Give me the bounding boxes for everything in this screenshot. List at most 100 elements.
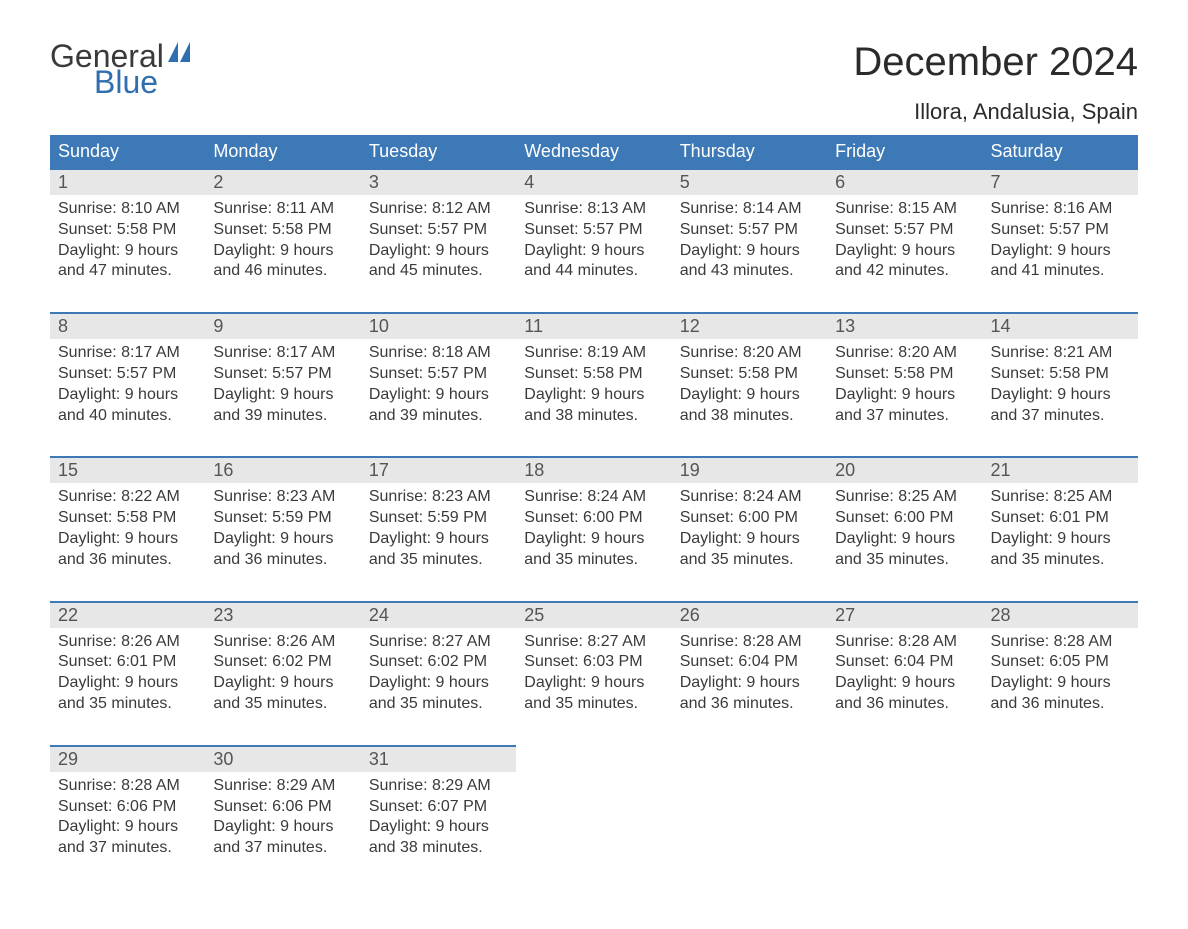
day-number: 13 (827, 314, 982, 339)
day-details: Sunrise: 8:23 AMSunset: 5:59 PMDaylight:… (213, 487, 352, 570)
day-cell: 5 Sunrise: 8:14 AMSunset: 5:57 PMDaylight… (672, 169, 827, 313)
day-details: Sunrise: 8:14 AMSunset: 5:57 PMDaylight:… (680, 199, 819, 282)
week-row: 15Sunrise: 8:22 AMSunset: 5:58 PMDayligh… (50, 457, 1138, 601)
day-number: 8 (50, 314, 205, 339)
day-cell: 15Sunrise: 8:22 AMSunset: 5:58 PMDayligh… (50, 457, 205, 601)
header: General Blue December 2024 Illora, Andal… (50, 40, 1138, 125)
empty-cell (983, 746, 1138, 889)
day-cell: 31Sunrise: 8:29 AMSunset: 6:07 PMDayligh… (361, 746, 516, 889)
day-cell: 1 Sunrise: 8:10 AMSunset: 5:58 PMDaylight… (50, 169, 205, 313)
day-cell: 24Sunrise: 8:27 AMSunset: 6:02 PMDayligh… (361, 602, 516, 746)
empty-cell (827, 746, 982, 889)
day-number: 27 (827, 603, 982, 628)
day-cell: 8 Sunrise: 8:17 AMSunset: 5:57 PMDaylight… (50, 313, 205, 457)
page-title: December 2024 (853, 40, 1138, 85)
day-cell: 29 Sunrise: 8:28 AMSunset: 6:06 PMDayligh… (50, 746, 205, 889)
day-details: Sunrise: 8:28 AMSunset: 6:05 PMDaylight:… (991, 632, 1130, 715)
day-cell: 19 Sunrise: 8:24 AMSunset: 6:00 PMDayligh… (672, 457, 827, 601)
day-number: 12 (672, 314, 827, 339)
day-details: Sunrise: 8:24 AMSunset: 6:00 PMDaylight:… (524, 487, 663, 570)
day-cell: 30Sunrise: 8:29 AMSunset: 6:06 PMDayligh… (205, 746, 360, 889)
day-number: 2 (205, 170, 360, 195)
day-number: 18 (516, 458, 671, 483)
day-cell: 22Sunrise: 8:26 AMSunset: 6:01 PMDayligh… (50, 602, 205, 746)
day-header-row: SundayMondayTuesdayWednesdayThursdayFrid… (50, 135, 1138, 169)
day-number: 16 (205, 458, 360, 483)
day-details: Sunrise: 8:28 AMSunset: 6:04 PMDaylight:… (835, 632, 974, 715)
day-details: Sunrise: 8:19 AMSunset: 5:58 PMDaylight:… (524, 343, 663, 426)
day-cell: 7 Sunrise: 8:16 AMSunset: 5:57 PMDaylight… (983, 169, 1138, 313)
day-number: 5 (672, 170, 827, 195)
week-row: 8 Sunrise: 8:17 AMSunset: 5:57 PMDaylight… (50, 313, 1138, 457)
day-details: Sunrise: 8:27 AMSunset: 6:02 PMDaylight:… (369, 632, 508, 715)
day-details: Sunrise: 8:17 AMSunset: 5:57 PMDaylight:… (58, 343, 197, 426)
day-header: Saturday (983, 135, 1138, 169)
day-number: 26 (672, 603, 827, 628)
day-number: 11 (516, 314, 671, 339)
day-number: 7 (983, 170, 1138, 195)
day-number: 1 (50, 170, 205, 195)
day-number: 25 (516, 603, 671, 628)
day-details: Sunrise: 8:23 AMSunset: 5:59 PMDaylight:… (369, 487, 508, 570)
day-details: Sunrise: 8:29 AMSunset: 6:07 PMDaylight:… (369, 776, 508, 859)
empty-cell (672, 746, 827, 889)
day-cell: 23 Sunrise: 8:26 AMSunset: 6:02 PMDayligh… (205, 602, 360, 746)
day-number: 17 (361, 458, 516, 483)
day-header: Thursday (672, 135, 827, 169)
day-cell: 27 Sunrise: 8:28 AMSunset: 6:04 PMDayligh… (827, 602, 982, 746)
title-block: December 2024 Illora, Andalusia, Spain (853, 40, 1138, 125)
day-cell: 17 Sunrise: 8:23 AMSunset: 5:59 PMDayligh… (361, 457, 516, 601)
day-number: 23 (205, 603, 360, 628)
day-cell: 16 Sunrise: 8:23 AMSunset: 5:59 PMDayligh… (205, 457, 360, 601)
day-number: 29 (50, 747, 205, 772)
day-details: Sunrise: 8:22 AMSunset: 5:58 PMDaylight:… (58, 487, 197, 570)
day-header: Friday (827, 135, 982, 169)
day-cell: 18 Sunrise: 8:24 AMSunset: 6:00 PMDayligh… (516, 457, 671, 601)
location-text: Illora, Andalusia, Spain (853, 99, 1138, 125)
day-cell: 9 Sunrise: 8:17 AMSunset: 5:57 PMDaylight… (205, 313, 360, 457)
day-details: Sunrise: 8:21 AMSunset: 5:58 PMDaylight:… (991, 343, 1130, 426)
logo: General Blue (50, 40, 198, 98)
day-details: Sunrise: 8:28 AMSunset: 6:04 PMDaylight:… (680, 632, 819, 715)
week-row: 22Sunrise: 8:26 AMSunset: 6:01 PMDayligh… (50, 602, 1138, 746)
day-header: Monday (205, 135, 360, 169)
day-cell: 2Sunrise: 8:11 AMSunset: 5:58 PMDaylight… (205, 169, 360, 313)
day-header: Tuesday (361, 135, 516, 169)
day-number: 6 (827, 170, 982, 195)
day-cell: 13Sunrise: 8:20 AMSunset: 5:58 PMDayligh… (827, 313, 982, 457)
day-details: Sunrise: 8:15 AMSunset: 5:57 PMDaylight:… (835, 199, 974, 282)
day-cell: 3 Sunrise: 8:12 AMSunset: 5:57 PMDaylight… (361, 169, 516, 313)
day-number: 19 (672, 458, 827, 483)
empty-cell (516, 746, 671, 889)
day-header: Wednesday (516, 135, 671, 169)
day-number: 21 (983, 458, 1138, 483)
day-cell: 28 Sunrise: 8:28 AMSunset: 6:05 PMDayligh… (983, 602, 1138, 746)
week-row: 1 Sunrise: 8:10 AMSunset: 5:58 PMDaylight… (50, 169, 1138, 313)
day-number: 3 (361, 170, 516, 195)
day-details: Sunrise: 8:26 AMSunset: 6:02 PMDaylight:… (213, 632, 352, 715)
day-header: Sunday (50, 135, 205, 169)
day-number: 4 (516, 170, 671, 195)
day-cell: 21 Sunrise: 8:25 AMSunset: 6:01 PMDayligh… (983, 457, 1138, 601)
day-details: Sunrise: 8:24 AMSunset: 6:00 PMDaylight:… (680, 487, 819, 570)
logo-text-blue: Blue (94, 66, 158, 98)
day-cell: 11 Sunrise: 8:19 AMSunset: 5:58 PMDayligh… (516, 313, 671, 457)
day-details: Sunrise: 8:18 AMSunset: 5:57 PMDaylight:… (369, 343, 508, 426)
day-cell: 25 Sunrise: 8:27 AMSunset: 6:03 PMDayligh… (516, 602, 671, 746)
day-details: Sunrise: 8:26 AMSunset: 6:01 PMDaylight:… (58, 632, 197, 715)
day-cell: 20 Sunrise: 8:25 AMSunset: 6:00 PMDayligh… (827, 457, 982, 601)
day-number: 9 (205, 314, 360, 339)
calendar-table: SundayMondayTuesdayWednesdayThursdayFrid… (50, 135, 1138, 889)
day-details: Sunrise: 8:25 AMSunset: 6:00 PMDaylight:… (835, 487, 974, 570)
day-details: Sunrise: 8:10 AMSunset: 5:58 PMDaylight:… (58, 199, 197, 282)
day-cell: 6 Sunrise: 8:15 AMSunset: 5:57 PMDaylight… (827, 169, 982, 313)
day-details: Sunrise: 8:28 AMSunset: 6:06 PMDaylight:… (58, 776, 197, 859)
day-number: 20 (827, 458, 982, 483)
day-number: 28 (983, 603, 1138, 628)
day-details: Sunrise: 8:12 AMSunset: 5:57 PMDaylight:… (369, 199, 508, 282)
day-details: Sunrise: 8:27 AMSunset: 6:03 PMDaylight:… (524, 632, 663, 715)
day-details: Sunrise: 8:17 AMSunset: 5:57 PMDaylight:… (213, 343, 352, 426)
day-details: Sunrise: 8:25 AMSunset: 6:01 PMDaylight:… (991, 487, 1130, 570)
day-details: Sunrise: 8:16 AMSunset: 5:57 PMDaylight:… (991, 199, 1130, 282)
day-details: Sunrise: 8:13 AMSunset: 5:57 PMDaylight:… (524, 199, 663, 282)
